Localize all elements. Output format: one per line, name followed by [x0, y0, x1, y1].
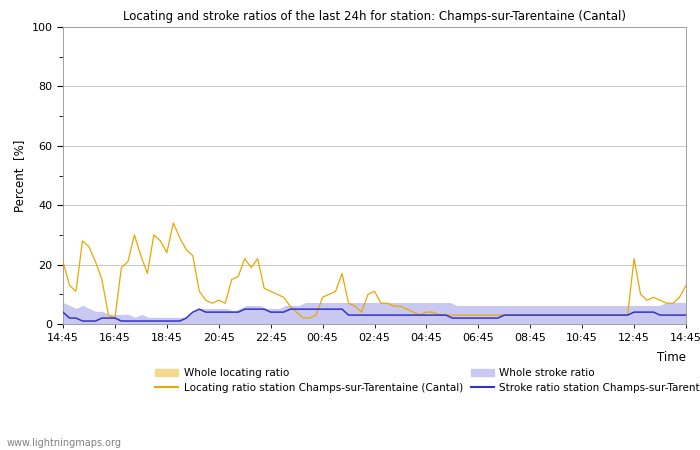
- Y-axis label: Percent  [%]: Percent [%]: [13, 140, 26, 212]
- Text: www.lightningmaps.org: www.lightningmaps.org: [7, 438, 122, 448]
- Legend: Whole locating ratio, Locating ratio station Champs-sur-Tarentaine (Cantal), Who: Whole locating ratio, Locating ratio sta…: [155, 368, 700, 393]
- Title: Locating and stroke ratios of the last 24h for station: Champs-sur-Tarentaine (C: Locating and stroke ratios of the last 2…: [123, 10, 626, 23]
- Text: Time: Time: [657, 351, 686, 364]
